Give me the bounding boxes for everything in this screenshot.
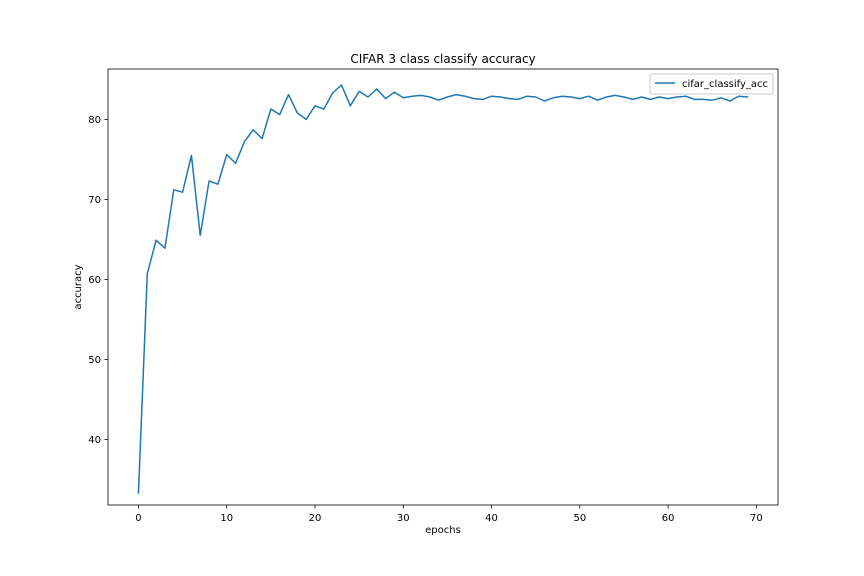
y-tick-label: 40 — [88, 435, 101, 446]
x-tick-label: 20 — [309, 513, 322, 524]
legend: cifar_classify_acc — [649, 73, 774, 95]
x-tick-label: 60 — [662, 513, 675, 524]
legend-box — [649, 73, 774, 95]
y-axis-label: accuracy — [73, 264, 84, 309]
legend-label-cifar-classify-acc: cifar_classify_acc — [682, 79, 768, 90]
x-tick-label: 10 — [220, 513, 233, 524]
x-axis: 0 10 20 30 40 50 60 70 — [135, 505, 763, 524]
x-tick-label: 50 — [573, 513, 586, 524]
y-axis: 40 50 60 70 80 — [88, 115, 108, 446]
y-tick-label: 80 — [88, 115, 101, 126]
x-axis-label: epochs — [425, 525, 461, 536]
y-tick-label: 70 — [88, 195, 101, 206]
chart-title: CIFAR 3 class classify accuracy — [350, 52, 535, 66]
series-line-cifar-classify-acc — [137, 84, 749, 494]
x-tick-label: 30 — [397, 513, 410, 524]
y-tick-label: 60 — [88, 275, 101, 286]
x-tick-label: 40 — [485, 513, 498, 524]
y-tick-label: 50 — [88, 355, 101, 366]
axes-frame — [107, 68, 779, 506]
plot-area — [137, 84, 749, 494]
x-tick-label: 0 — [135, 513, 141, 524]
x-tick-label: 70 — [750, 513, 763, 524]
